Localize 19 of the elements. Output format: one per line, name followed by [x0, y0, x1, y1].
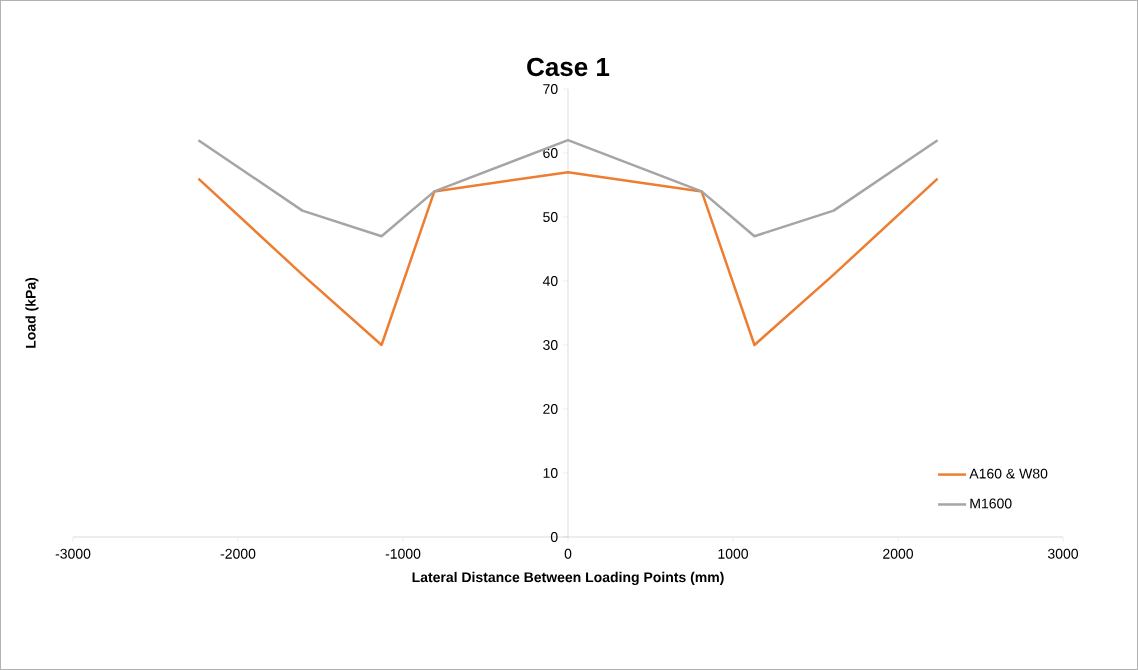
y-tick-label: 50 [543, 212, 558, 222]
y-tick-label: 40 [542, 276, 558, 286]
x-tick-label: 0 [564, 548, 572, 559]
x-tick-label: -1000 [385, 548, 421, 559]
x-tick-label: -3000 [55, 548, 91, 559]
y-tick-label: 0 [550, 532, 558, 542]
x-tick-label: 1000 [718, 548, 749, 559]
y-axis-title: Load (kPa) [25, 277, 39, 348]
y-tick-label: 20 [543, 404, 558, 414]
y-tick-label: 30 [543, 340, 558, 350]
y-tick-label: 10 [543, 468, 558, 478]
x-axis-title: Lateral Distance Between Loading Points (mm) [412, 571, 724, 585]
y-tick-label: 70 [543, 84, 558, 94]
x-tick-label: 2000 [883, 548, 914, 559]
x-tick-label: 3000 [1047, 548, 1079, 559]
legend-label: M1600 [970, 498, 1012, 509]
legend-label: A160 & W80 [969, 468, 1048, 479]
x-tick-label: -2000 [220, 548, 256, 559]
chart-title: Case 1 [527, 57, 610, 77]
